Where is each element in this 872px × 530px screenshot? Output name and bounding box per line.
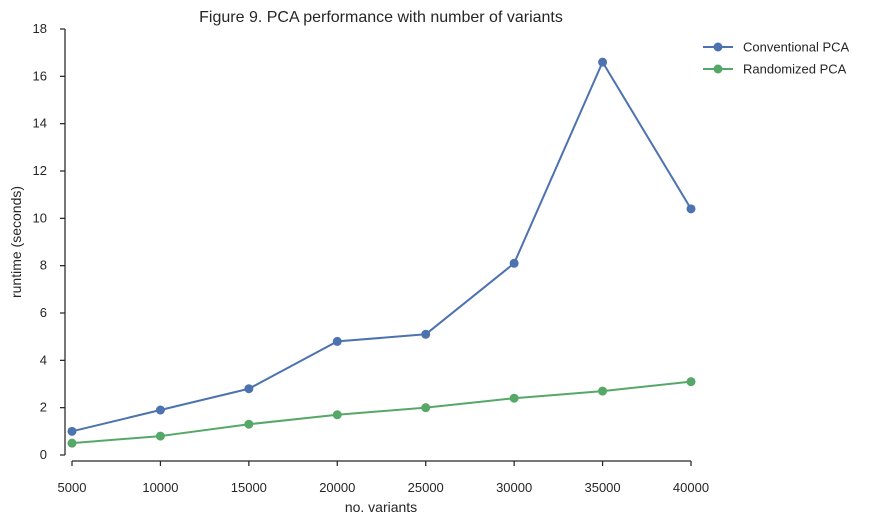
y-axis: 0 2 4 6 8 10 12 14 16 18 [33, 21, 66, 462]
series-line [71, 61, 692, 433]
data-point [509, 258, 519, 268]
data-point [598, 57, 608, 67]
series-conventional-pca [67, 57, 696, 436]
x-tick-label: 10000 [142, 480, 178, 495]
legend-label: Conventional PCA [743, 40, 850, 55]
data-point [421, 403, 431, 413]
data-point [155, 431, 165, 441]
x-axis-label: no. variants [345, 499, 417, 515]
y-tick-label: 4 [40, 352, 47, 367]
x-tick-label: 30000 [496, 480, 532, 495]
data-point [244, 384, 254, 394]
legend-swatch-marker [713, 64, 723, 74]
y-tick-label: 12 [33, 163, 47, 178]
y-tick-label: 16 [33, 68, 47, 83]
y-axis-label: runtime (seconds) [8, 186, 24, 298]
y-tick-label: 8 [40, 258, 47, 273]
data-point [67, 426, 77, 436]
data-point [244, 419, 254, 429]
legend-item: Conventional PCA [703, 40, 850, 55]
data-point [598, 386, 608, 396]
data-point [421, 329, 431, 339]
x-tick-label: 35000 [584, 480, 620, 495]
y-tick-label: 18 [33, 21, 47, 36]
y-tick-label: 2 [40, 400, 47, 415]
legend-label: Randomized PCA [743, 62, 847, 77]
x-tick-label: 20000 [319, 480, 355, 495]
data-point [332, 336, 342, 346]
data-point [332, 410, 342, 420]
data-point [686, 204, 696, 214]
legend-item: Randomized PCA [703, 62, 847, 77]
data-point [509, 393, 519, 403]
x-tick-label: 5000 [58, 480, 87, 495]
y-tick-label: 10 [33, 210, 47, 225]
data-point [67, 438, 77, 448]
y-tick-label: 6 [40, 305, 47, 320]
legend: Conventional PCA Randomized PCA [703, 40, 850, 77]
x-axis: 5000 10000 15000 20000 25000 30000 35000 40000 [58, 460, 709, 495]
legend-swatch-marker [713, 42, 723, 52]
series-randomized-pca [67, 377, 696, 448]
data-point [686, 377, 696, 387]
x-tick-label: 25000 [408, 480, 444, 495]
x-tick-label: 40000 [673, 480, 709, 495]
x-tick-label: 15000 [231, 480, 267, 495]
series-line [71, 380, 692, 445]
data-point [155, 405, 165, 415]
chart-title: Figure 9. PCA performance with number of… [199, 9, 563, 26]
y-tick-label: 14 [33, 116, 47, 131]
series-layer [67, 57, 696, 448]
y-tick-label: 0 [40, 447, 47, 462]
